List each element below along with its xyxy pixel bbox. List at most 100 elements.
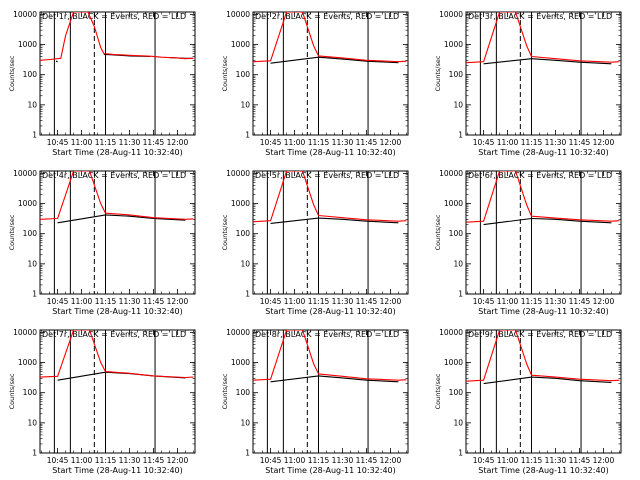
x-tick-label: 11:00: [71, 456, 93, 465]
x-tick-label: 11:15: [95, 138, 117, 147]
x-tick-label: 10:45: [47, 297, 69, 306]
panel-8: 1 10 100 1000 10000 10:45 11:00 11:15 11:30 11:45…: [221, 328, 409, 475]
plot-area: [40, 330, 194, 453]
panel-2: 1 10 100 1000 10000 10:45 11:00 11:15 11:30 11:45…: [221, 10, 409, 157]
x-tick-label: 11:00: [284, 297, 306, 306]
y-axis-label: Counts/sec: [8, 214, 16, 250]
y-tick-label: 1000: [231, 40, 250, 49]
x-axis-label: Start Time (28-Aug-11 10:32:40): [478, 307, 609, 316]
x-tick-label: 12:00: [167, 138, 189, 147]
x-tick-label: 11:30: [119, 138, 141, 147]
plot-frame: [39, 11, 196, 136]
x-tick-label: 11:15: [95, 456, 117, 465]
y-tick-label: 1000: [444, 199, 463, 208]
lld-series-line: [40, 330, 194, 379]
panel-title: Det 1r, BLACK = Events, RED = LLD: [42, 12, 186, 21]
x-tick-label: 11:45: [143, 297, 165, 306]
y-tick-label: 1: [245, 131, 250, 140]
y-tick-label: 10000: [13, 169, 37, 178]
y-tick-label: 100: [23, 70, 38, 79]
x-tick-label: 11:15: [95, 297, 117, 306]
x-tick-label: 11:30: [545, 297, 567, 306]
y-tick-label: 100: [23, 229, 38, 238]
x-tick-label: 11:00: [497, 297, 519, 306]
y-axis-label: Counts/sec: [221, 214, 229, 250]
x-tick-label: 10:45: [473, 138, 495, 147]
y-tick-label: 1: [458, 449, 463, 458]
x-tick-label: 11:45: [143, 456, 165, 465]
x-tick-label: 11:00: [497, 138, 519, 147]
lld-series-line: [40, 171, 194, 220]
events-series-line: [483, 376, 612, 385]
y-tick-label: 10: [453, 259, 463, 268]
y-tick-label: 10000: [439, 328, 463, 337]
panel-title: Det 9r, BLACK = Events, RED = LLD: [468, 330, 612, 339]
plot-frame: [252, 170, 409, 295]
y-axis-label: Counts/sec: [8, 55, 16, 91]
x-tick-label: 11:45: [569, 456, 591, 465]
x-tick-label: 11:00: [71, 138, 93, 147]
plot-area: [466, 12, 620, 135]
plot-frame: [39, 329, 196, 454]
plot-frame: [465, 170, 622, 295]
y-axis-label: Counts/sec: [221, 373, 229, 409]
x-tick-label: 11:30: [545, 456, 567, 465]
y-tick-label: 10: [453, 100, 463, 109]
y-tick-label: 100: [449, 388, 464, 397]
panel-4: 1 10 100 1000 10000 10:45 11:00 11:15 11:30 11:45…: [8, 169, 196, 316]
y-tick-label: 10000: [13, 10, 37, 19]
y-tick-label: 10: [240, 100, 250, 109]
x-tick-label: 11:15: [521, 297, 543, 306]
panel-title: Det 8r, BLACK = Events, RED = LLD: [255, 330, 399, 339]
x-tick-label: 11:30: [332, 297, 354, 306]
x-tick-label: 10:45: [473, 456, 495, 465]
x-tick-label: 11:15: [308, 297, 330, 306]
x-tick-label: 12:00: [167, 456, 189, 465]
panel-6: 1 10 100 1000 10000 10:45 11:00 11:15 11:30 11:45…: [434, 169, 622, 316]
x-axis-label: Start Time (28-Aug-11 10:32:40): [52, 307, 183, 316]
lld-series-line: [253, 171, 407, 223]
x-tick-label: 11:15: [521, 138, 543, 147]
panel-title: Det 3r, BLACK = Events, RED = LLD: [468, 12, 612, 21]
lld-series-line: [466, 330, 620, 382]
plot-frame: [465, 11, 622, 136]
x-axis-label: Start Time (28-Aug-11 10:32:40): [478, 466, 609, 475]
panel-title: Det 4r, BLACK = Events, RED = LLD: [42, 171, 186, 180]
panel-title: Det 7r, BLACK = Events, RED = LLD: [42, 330, 186, 339]
events-series-line: [270, 56, 399, 64]
x-axis-label: Start Time (28-Aug-11 10:32:40): [265, 466, 396, 475]
plot-area: [253, 12, 407, 135]
events-series-line: [483, 58, 612, 65]
events-series-line: [57, 214, 186, 224]
events-series-line: [270, 217, 399, 224]
y-axis-label: Counts/sec: [434, 55, 442, 91]
plot-frame: [252, 329, 409, 454]
plot-area: [40, 12, 194, 135]
y-tick-label: 1: [245, 449, 250, 458]
x-tick-label: 11:15: [308, 456, 330, 465]
y-tick-label: 10: [240, 259, 250, 268]
panel-5: 1 10 100 1000 10000 10:45 11:00 11:15 11:30 11:45…: [221, 169, 409, 316]
y-tick-label: 1000: [444, 358, 463, 367]
y-tick-label: 100: [236, 70, 251, 79]
x-tick-label: 11:45: [143, 138, 165, 147]
y-tick-label: 100: [23, 388, 38, 397]
x-tick-label: 10:45: [47, 138, 69, 147]
panel-1: 1 10 100 1000 10000 10:45 11:00 11:15 11:30 11:45…: [8, 10, 196, 157]
x-tick-label: 11:00: [284, 138, 306, 147]
x-tick-label: 10:45: [260, 138, 282, 147]
y-tick-label: 10000: [226, 169, 250, 178]
x-tick-label: 12:00: [593, 456, 615, 465]
plot-frame: [39, 170, 196, 295]
x-axis-label: Start Time (28-Aug-11 10:32:40): [52, 466, 183, 475]
x-tick-label: 11:30: [332, 456, 354, 465]
x-tick-label: 11:45: [569, 297, 591, 306]
x-tick-label: 11:45: [356, 138, 378, 147]
plot-area: [253, 330, 407, 453]
x-tick-label: 11:45: [356, 456, 378, 465]
y-tick-label: 10000: [13, 328, 37, 337]
y-tick-label: 10000: [439, 10, 463, 19]
x-tick-label: 11:30: [545, 138, 567, 147]
y-tick-label: 1000: [18, 199, 37, 208]
lld-series-line: [466, 12, 620, 64]
